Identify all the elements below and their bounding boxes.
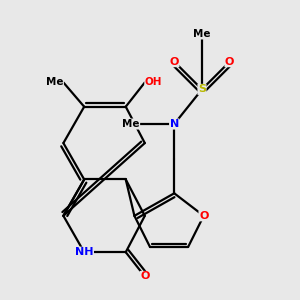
Text: OH: OH (145, 77, 162, 88)
Text: O: O (169, 57, 179, 67)
Text: S: S (198, 84, 206, 94)
Text: N: N (169, 119, 179, 129)
Text: Me: Me (193, 29, 211, 39)
Text: O: O (225, 57, 234, 67)
Text: O: O (140, 272, 149, 281)
Text: Me: Me (46, 77, 63, 88)
Text: Me: Me (122, 119, 140, 129)
Text: O: O (199, 211, 208, 221)
Text: NH: NH (75, 247, 93, 257)
